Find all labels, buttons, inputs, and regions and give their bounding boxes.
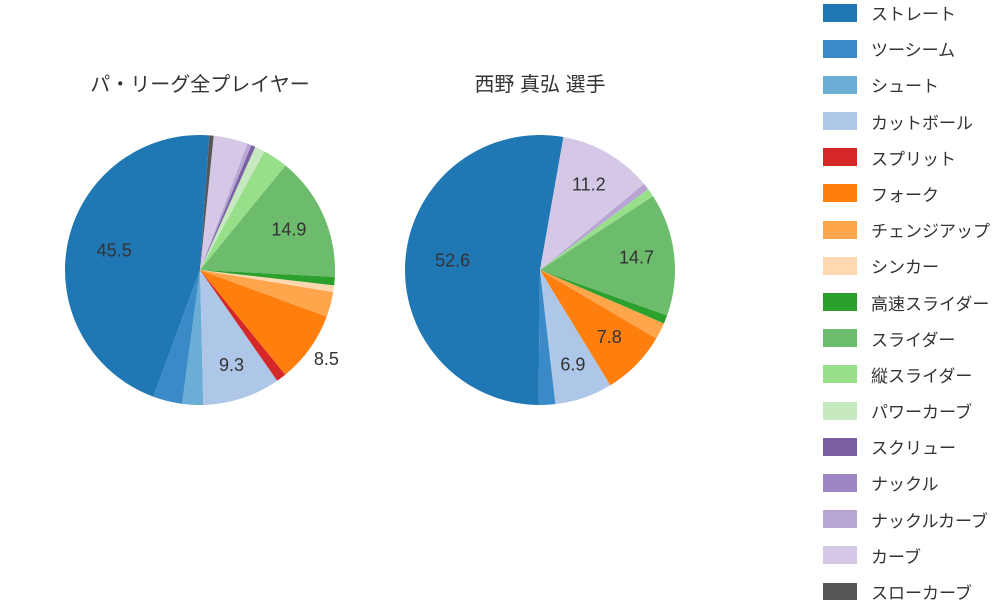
legend: ストレートツーシームシュートカットボールスプリットフォークチェンジアップシンカー… [823, 0, 990, 600]
legend-swatch [823, 510, 857, 528]
legend-swatch [823, 474, 857, 492]
legend-swatch [823, 76, 857, 94]
pie-chart-league: 45.5 9.3 8.5 14.9 [11, 81, 389, 459]
slice-label: 14.9 [271, 219, 306, 239]
legend-swatch [823, 112, 857, 130]
legend-item: ツーシーム [823, 36, 990, 61]
legend-item: 高速スライダー [823, 290, 990, 315]
legend-label: スライダー [871, 326, 955, 351]
legend-item: ナックルカーブ [823, 507, 990, 532]
legend-swatch [823, 184, 857, 202]
legend-item: ストレート [823, 0, 990, 25]
legend-item: 縦スライダー [823, 362, 990, 387]
legend-swatch [823, 257, 857, 275]
legend-item: スローカーブ [823, 579, 990, 600]
legend-label: ナックルカーブ [871, 507, 988, 532]
slice-label: 52.6 [435, 251, 470, 271]
legend-swatch [823, 438, 857, 456]
legend-swatch [823, 221, 857, 239]
legend-label: ナックル [871, 470, 939, 495]
pie-chart-player: 52.6 6.9 7.8 14.7 11.2 [351, 81, 729, 459]
legend-item: スライダー [823, 326, 990, 351]
legend-item: パワーカーブ [823, 398, 990, 423]
legend-swatch [823, 365, 857, 383]
legend-label: ツーシーム [871, 36, 955, 61]
legend-label: カーブ [871, 543, 921, 568]
legend-item: チェンジアップ [823, 217, 990, 242]
slice-label: 11.2 [572, 175, 606, 195]
slice-label: 8.5 [314, 349, 339, 369]
slice-label: 9.3 [219, 355, 244, 375]
legend-label: 高速スライダー [871, 290, 989, 315]
legend-label: パワーカーブ [871, 398, 972, 423]
legend-item: シンカー [823, 253, 990, 278]
legend-swatch [823, 4, 857, 22]
slice-label: 6.9 [560, 354, 585, 374]
legend-label: スプリット [871, 145, 956, 170]
legend-item: スプリット [823, 145, 990, 170]
legend-label: カットボール [871, 109, 973, 134]
legend-label: チェンジアップ [871, 217, 990, 242]
legend-label: ストレート [871, 0, 956, 25]
legend-swatch [823, 148, 857, 166]
slice-label: 7.8 [597, 327, 622, 347]
legend-swatch [823, 546, 857, 564]
legend-item: スクリュー [823, 434, 990, 459]
legend-swatch [823, 583, 857, 600]
legend-item: シュート [823, 72, 990, 97]
legend-item: ナックル [823, 470, 990, 495]
legend-item: カーブ [823, 543, 990, 568]
legend-label: シンカー [871, 253, 939, 278]
legend-swatch [823, 293, 857, 311]
legend-label: スローカーブ [871, 579, 972, 600]
legend-label: フォーク [871, 181, 939, 206]
slice-label: 45.5 [97, 240, 132, 260]
chart-container: { "layout": { "width": 1000, "height": 6… [0, 0, 1000, 600]
legend-swatch [823, 402, 857, 420]
legend-swatch [823, 329, 857, 347]
legend-swatch [823, 40, 857, 58]
legend-label: シュート [871, 72, 939, 97]
legend-label: 縦スライダー [871, 362, 972, 387]
legend-label: スクリュー [871, 434, 956, 459]
legend-item: カットボール [823, 109, 990, 134]
legend-item: フォーク [823, 181, 990, 206]
slice-label: 14.7 [619, 247, 654, 267]
